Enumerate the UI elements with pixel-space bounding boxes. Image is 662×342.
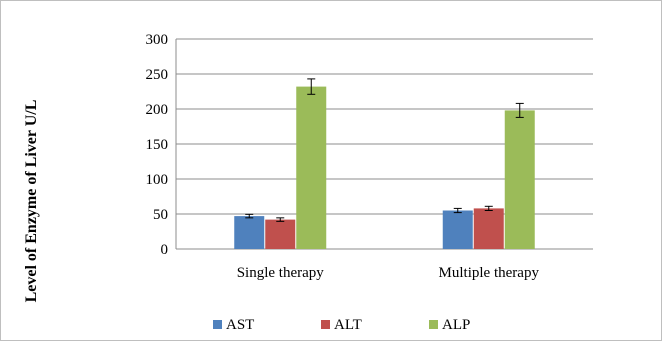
category-label: Multiple therapy <box>439 265 540 281</box>
y-tick-label: 150 <box>146 137 169 153</box>
legend-label-alp: ALP <box>442 317 470 333</box>
bar-alp <box>504 110 535 250</box>
category-labels: Single therapy Multiple therapy <box>237 265 540 281</box>
bar-ast <box>442 210 473 249</box>
y-tick-label: 0 <box>161 242 169 258</box>
y-axis-title: Level of Enzyme of Liver U/L <box>23 100 40 303</box>
error-bars <box>245 78 524 222</box>
bar-alp <box>296 86 327 249</box>
y-tick-label: 100 <box>146 172 169 188</box>
y-tick-label: 50 <box>153 207 168 223</box>
legend-swatch-ast <box>213 320 222 329</box>
legend-swatch-alp <box>429 320 438 329</box>
category-label: Single therapy <box>237 265 325 281</box>
legend: AST ALT ALP <box>213 317 470 333</box>
y-tick-labels: 0 50 100 150 200 250 300 <box>146 32 169 258</box>
y-tick-label: 250 <box>146 67 169 83</box>
legend-swatch-alt <box>321 320 330 329</box>
bar-alt <box>265 219 296 249</box>
bar-ast <box>234 216 265 249</box>
y-tick-label: 300 <box>146 32 169 48</box>
bars <box>234 86 535 250</box>
legend-label-alt: ALT <box>334 317 362 333</box>
y-tick-label: 200 <box>146 102 169 118</box>
bar-alt <box>473 208 504 249</box>
legend-label-ast: AST <box>226 317 254 333</box>
